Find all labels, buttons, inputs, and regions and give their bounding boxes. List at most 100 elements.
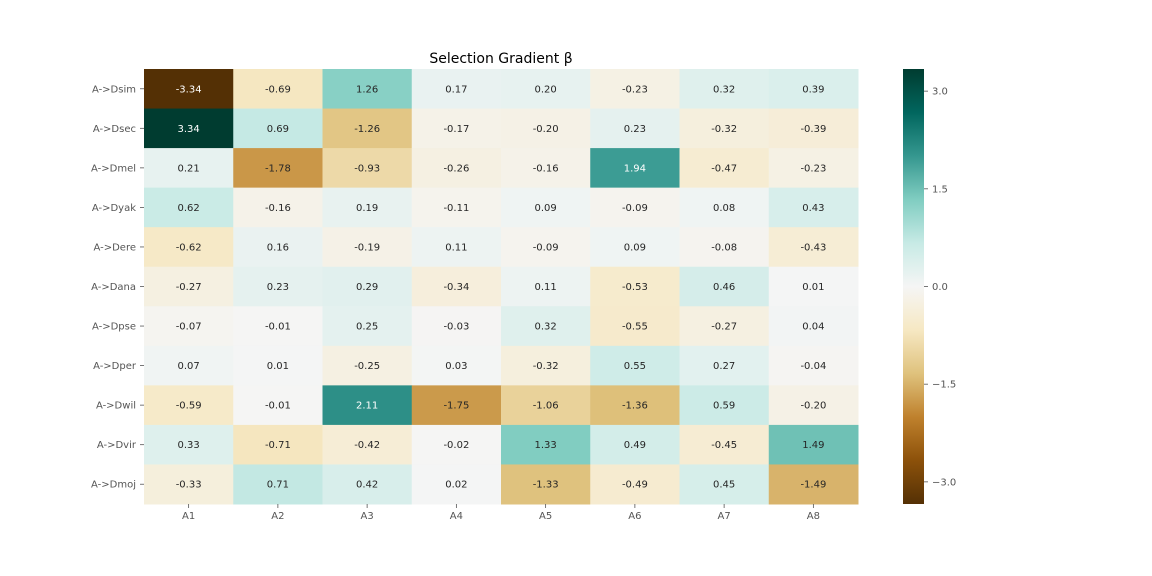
cell-value-label: -0.09: [622, 203, 648, 214]
cell-value-label: 0.09: [534, 203, 556, 214]
heatmap-cell: [590, 227, 680, 268]
cell-value-label: -0.27: [711, 322, 737, 333]
heatmap-cell: [679, 464, 770, 505]
heatmap-cell: [501, 227, 591, 268]
column-tick-label: A1: [182, 511, 195, 522]
heatmap-cell: [501, 345, 591, 386]
heatmap-cell: [411, 69, 502, 110]
cell-value-label: 1.33: [534, 440, 556, 451]
heatmap-cell: [590, 108, 680, 149]
cell-value-label: 0.55: [624, 361, 646, 372]
heatmap-cell: [679, 187, 770, 228]
heatmap-cell: [322, 227, 413, 268]
cell-value-label: 0.01: [802, 282, 824, 293]
heatmap-cell: [768, 187, 859, 228]
heatmap-cell: [322, 385, 413, 426]
cell-value-label: 0.23: [267, 282, 289, 293]
cell-value-label: -0.20: [800, 401, 826, 412]
heatmap-cell: [679, 306, 770, 347]
cell-value-label: 1.26: [356, 84, 378, 95]
heatmap-cell: [233, 108, 323, 149]
heatmap-cell: [679, 148, 770, 189]
heatmap-cell: [679, 345, 770, 386]
cell-value-label: -0.32: [533, 361, 559, 372]
cell-value-label: 0.11: [534, 282, 556, 293]
cell-value-label: -0.93: [354, 163, 380, 174]
cell-value-label: -0.17: [443, 124, 469, 135]
row-tick-label: A->Dwil: [96, 401, 136, 412]
heatmap-cell: [501, 69, 591, 110]
cell-value-label: -0.62: [176, 242, 202, 253]
heatmap-cell: [768, 306, 859, 347]
heatmap-cell: [501, 464, 591, 505]
cell-value-label: -0.55: [622, 322, 648, 333]
cell-value-label: 0.01: [267, 361, 289, 372]
cell-value-label: -0.69: [265, 84, 291, 95]
column-tick-label: A5: [539, 511, 552, 522]
heatmap-cell: [322, 187, 413, 228]
row-tick-label: A->Dper: [93, 361, 137, 372]
cell-value-label: -0.19: [354, 242, 380, 253]
heatmap-cell: [679, 69, 770, 110]
cell-value-label: 0.69: [267, 124, 289, 135]
cell-value-label: -1.36: [622, 401, 648, 412]
heatmap-cell: [501, 424, 591, 465]
cell-value-label: -0.33: [176, 480, 202, 491]
heatmap-cell: [144, 345, 234, 386]
heatmap-cell: [322, 266, 413, 307]
heatmap-cell: [501, 148, 591, 189]
cell-value-label: 0.21: [177, 163, 199, 174]
cell-value-label: 0.29: [356, 282, 378, 293]
heatmap-cell: [411, 424, 502, 465]
heatmap-cell: [233, 345, 323, 386]
heatmap-cell: [679, 385, 770, 426]
heatmap-cell: [768, 385, 859, 426]
heatmap-cell: [590, 187, 680, 228]
cell-value-label: -1.75: [443, 401, 469, 412]
cell-value-label: -1.78: [265, 163, 291, 174]
cell-value-label: 0.46: [713, 282, 735, 293]
row-tick-label: A->Dere: [93, 242, 136, 253]
column-tick-labels: A1 A2 A3 A4 A5 A6 A7 A8: [182, 504, 820, 522]
column-tick-label: A2: [271, 511, 284, 522]
row-tick-label: A->Dpse: [92, 322, 136, 333]
heatmap-cell: [679, 108, 770, 149]
colorbar-tick-label: 3.0: [932, 87, 948, 98]
heatmap-cell: [501, 385, 591, 426]
row-tick-label: A->Dana: [91, 282, 136, 293]
heatmap-cell: [501, 108, 591, 149]
heatmap-cell: [144, 424, 234, 465]
heatmap-cell: [768, 424, 859, 465]
cell-value-label: -0.16: [533, 163, 559, 174]
cell-value-label: -0.47: [711, 163, 737, 174]
cell-value-label: 0.23: [624, 124, 646, 135]
heatmap-cell: [322, 306, 413, 347]
colorbar-tick-labels: 3.0 1.5 0.0 −1.5 −3.0: [924, 87, 956, 488]
heatmap-cell: [411, 187, 502, 228]
cell-value-label: 0.16: [267, 242, 289, 253]
row-tick-label: A->Dsim: [92, 84, 136, 95]
chart-title: Selection Gradient β: [429, 51, 572, 67]
cell-value-label: 0.32: [713, 84, 735, 95]
cell-value-label: -0.26: [443, 163, 469, 174]
heatmap-cell: [768, 266, 859, 307]
heatmap-cell: [144, 266, 234, 307]
cell-value-label: 0.33: [177, 440, 199, 451]
heatmap-cell: [590, 424, 680, 465]
cell-value-label: -0.02: [443, 440, 469, 451]
cell-value-label: -0.01: [265, 322, 291, 333]
heatmap-cell: [144, 227, 234, 268]
cell-value-label: 0.39: [802, 84, 824, 95]
heatmap-cell: [501, 187, 591, 228]
heatmap-cell: [679, 424, 770, 465]
heatmap-cell: [233, 69, 323, 110]
heatmap-cell: [590, 345, 680, 386]
column-tick-label: A3: [361, 511, 374, 522]
cell-value-label: 0.19: [356, 203, 378, 214]
heatmap-cell: [233, 187, 323, 228]
colorbar-tick-label: 1.5: [932, 184, 948, 195]
cell-value-label: -0.09: [533, 242, 559, 253]
row-tick-label: A->Dyak: [92, 203, 136, 214]
heatmap-cell: [322, 345, 413, 386]
